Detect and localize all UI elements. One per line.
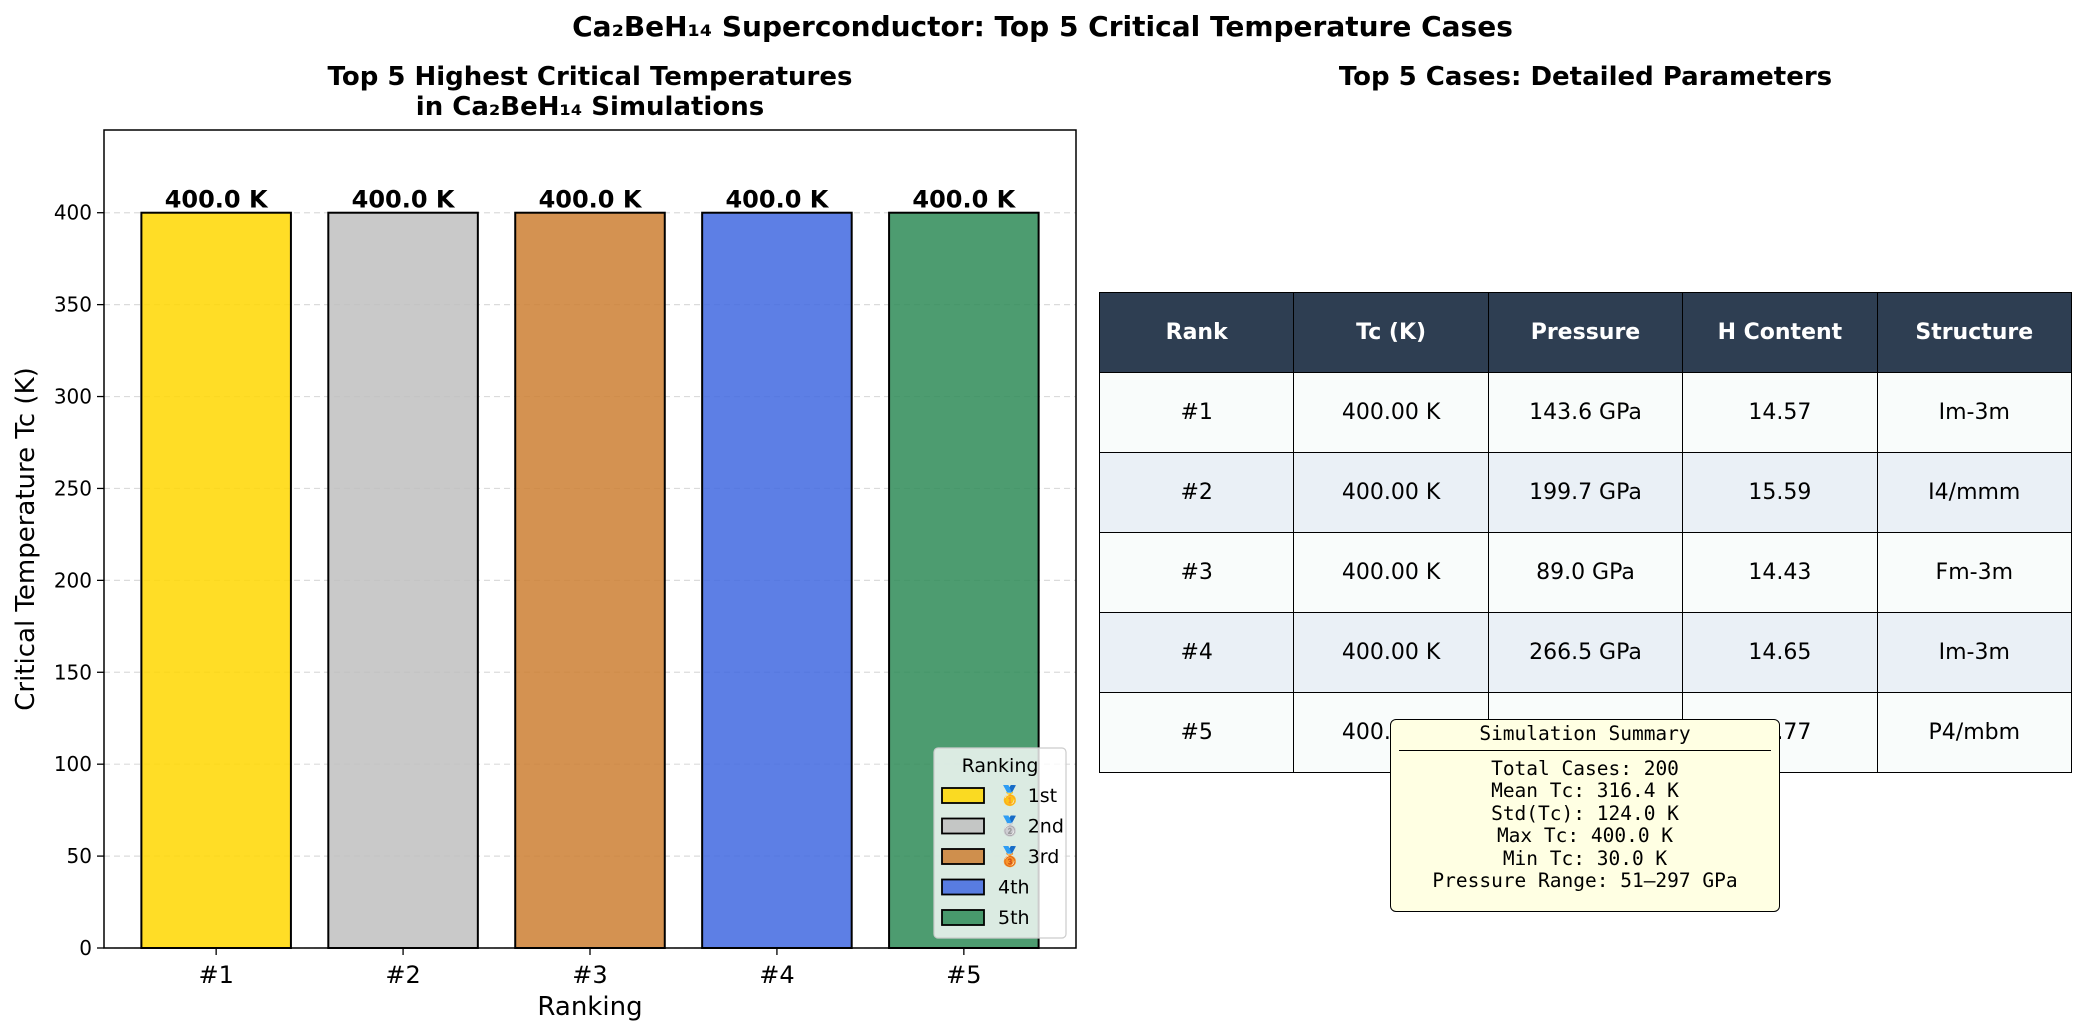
summary-line: Max Tc: 400.0 K	[1496, 824, 1674, 847]
cell-pressure: 199.7 GPa	[1487, 452, 1684, 533]
cell-structure: Im-3m	[1876, 372, 2073, 453]
summary-line: Pressure Range: 51–297 GPa	[1432, 869, 1738, 892]
x-tick-label: #1	[198, 961, 233, 989]
cell-tc: 400.00 K	[1293, 612, 1489, 693]
table-row: #3 400.00 K 89.0 GPa 14.43 Fm-3m	[1098, 532, 2073, 613]
x-tick-label: #5	[946, 961, 981, 989]
y-tick-label: 250	[54, 476, 92, 500]
bar	[514, 211, 666, 949]
legend-title: Ranking	[962, 755, 1039, 777]
bar-value-label: 400.0 K	[165, 186, 269, 214]
cell-structure: I4/mmm	[1876, 452, 2073, 533]
legend-entry: 🥉 3rd	[998, 845, 1059, 868]
bar-value-label: 400.0 K	[912, 186, 1016, 214]
y-tick-label: 100	[54, 752, 92, 776]
legend-entry: 🥈 2nd	[998, 815, 1064, 838]
cell-structure: Im-3m	[1876, 612, 2073, 693]
cell-pressure: 89.0 GPa	[1487, 532, 1684, 613]
x-tick-label: #2	[385, 961, 420, 989]
cell-h-content: 14.43	[1682, 532, 1878, 613]
parameters-table: Rank Tc (K) Pressure H Content Structure…	[1098, 292, 2073, 773]
simulation-summary-box: Simulation Summary Total Cases: 200 Mean…	[1390, 719, 1780, 912]
chart-title-line2: in Ca₂BeH₁₄ Simulations	[415, 92, 765, 122]
summary-line: Min Tc: 30.0 K	[1502, 846, 1668, 870]
cell-tc: 400.00 K	[1293, 452, 1489, 533]
bar-value-label: 400.0 K	[539, 186, 643, 214]
legend-swatch	[941, 848, 985, 865]
bar-value-label: 400.0 K	[725, 186, 829, 214]
cell-rank: #4	[1098, 612, 1295, 693]
x-tick-label: #4	[759, 961, 794, 989]
cell-structure: P4/mbm	[1876, 692, 2073, 773]
y-axis-label: Critical Temperature Tc (K)	[11, 367, 41, 711]
y-tick-label: 50	[67, 844, 92, 868]
cell-pressure: 143.6 GPa	[1487, 372, 1684, 453]
bar	[327, 211, 479, 949]
header-structure: Structure	[1876, 292, 2073, 373]
legend-entry: 4th	[998, 877, 1030, 899]
plot-frame	[103, 129, 1077, 949]
header-rank: Rank	[1098, 292, 1295, 373]
cell-h-content: 15.59	[1682, 452, 1878, 533]
y-tick-label: 400	[54, 201, 92, 225]
bar-value-label: 400.0 K	[352, 186, 456, 214]
cell-tc: 400.00 K	[1293, 532, 1489, 613]
legend-entry: 5th	[998, 907, 1030, 929]
figure-title: Ca₂BeH₁₄ Superconductor: Top 5 Critical …	[572, 10, 1513, 43]
summary-divider	[1399, 749, 1771, 751]
legend-swatch	[941, 909, 985, 926]
chart-title: Top 5 Highest Critical Temperatures in C…	[104, 62, 1076, 122]
x-axis-label: Ranking	[537, 992, 642, 1022]
legend-swatch	[941, 787, 985, 804]
y-tick-label: 150	[54, 660, 92, 684]
chart-title-line1: Top 5 Highest Critical Temperatures	[327, 62, 853, 92]
cell-rank: #3	[1098, 532, 1295, 613]
cell-rank: #1	[1098, 372, 1295, 453]
table-title: Top 5 Cases: Detailed Parameters	[1338, 62, 1833, 92]
summary-line: Std(Tc): 124.0 K	[1491, 801, 1679, 825]
bar	[140, 211, 292, 949]
cell-tc: 400.00 K	[1293, 372, 1489, 453]
cell-pressure: 266.5 GPa	[1487, 612, 1684, 693]
legend-swatch	[941, 817, 985, 835]
x-tick-label: #3	[572, 961, 607, 989]
table-row: #2 400.00 K 199.7 GPa 15.59 I4/mmm	[1098, 452, 2073, 533]
table-row: #4 400.00 K 266.5 GPa 14.65 Im-3m	[1098, 612, 2073, 693]
summary-title: Simulation Summary	[1479, 722, 1691, 745]
header-pressure: Pressure	[1487, 292, 1684, 373]
header-h-content: H Content	[1682, 292, 1878, 373]
cell-rank: #2	[1098, 452, 1295, 533]
cell-h-content: 14.57	[1682, 372, 1878, 453]
legend-swatch	[941, 878, 985, 896]
legend-entry: 🥇 1st	[998, 784, 1057, 807]
table-row: #1 400.00 K 143.6 GPa 14.57 Im-3m	[1098, 372, 2073, 453]
y-tick-label: 0	[79, 936, 92, 960]
cell-h-content: 14.65	[1682, 612, 1878, 693]
y-tick-label: 350	[54, 293, 92, 317]
cell-rank: #5	[1098, 692, 1295, 773]
table-header-row: Rank Tc (K) Pressure H Content Structure	[1098, 292, 2073, 373]
summary-line: Mean Tc: 316.4 K	[1491, 779, 1679, 802]
summary-line: Total Cases: 200	[1491, 756, 1679, 780]
legend: Ranking 🥇 1st 🥈 2nd 🥉 3rd 4th 5th	[933, 747, 1067, 939]
bar	[701, 211, 853, 949]
header-tc: Tc (K)	[1293, 292, 1489, 373]
cell-structure: Fm-3m	[1876, 532, 2073, 613]
y-tick-label: 200	[54, 568, 92, 592]
y-tick-label: 300	[54, 385, 92, 409]
